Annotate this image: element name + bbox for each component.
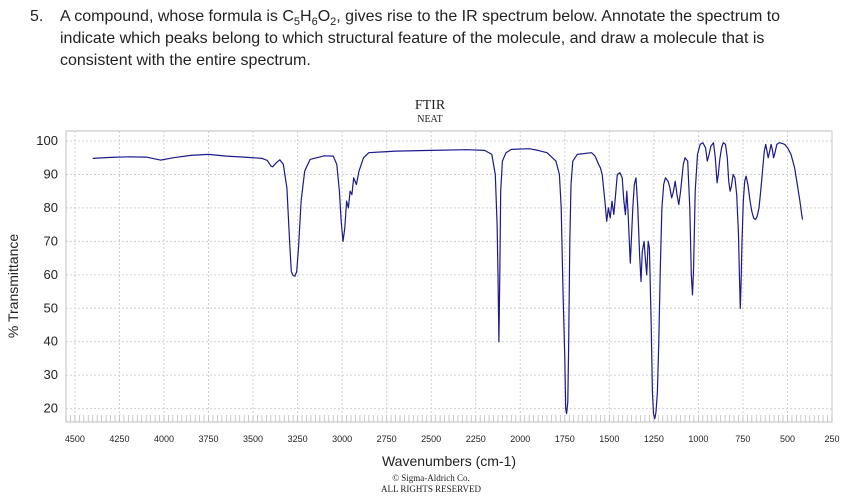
y-tick-label: 60 bbox=[44, 267, 58, 282]
y-tick-label: 40 bbox=[44, 334, 58, 349]
x-tick-label: 3750 bbox=[198, 434, 218, 444]
copyright-line-1: © Sigma-Aldrich Co. bbox=[392, 473, 470, 483]
x-tick-label: 1250 bbox=[644, 434, 664, 444]
question-text: A compound, whose formula is C5H6O2, giv… bbox=[60, 6, 830, 72]
formula-subscript: 5 bbox=[293, 16, 301, 29]
question-text-part: O bbox=[317, 8, 331, 25]
chart-subtitle: NEAT bbox=[417, 114, 443, 125]
spectrum-line bbox=[92, 142, 804, 420]
grid-lines bbox=[66, 131, 833, 422]
x-tick-label: 1750 bbox=[555, 434, 575, 444]
question-number: 5. bbox=[30, 8, 44, 25]
y-tick-label: 70 bbox=[44, 233, 58, 248]
x-tick-labels: 4500 4250 4000 3750 3500 3250 3000 2750 2500 2250… bbox=[65, 434, 840, 444]
plot-area bbox=[65, 130, 833, 423]
x-tick-label: 750 bbox=[735, 434, 750, 444]
x-tick-label: 2500 bbox=[421, 434, 441, 444]
x-tick-label: 3250 bbox=[288, 434, 308, 444]
y-tick-label: 20 bbox=[44, 401, 58, 416]
formula-subscript: 6 bbox=[311, 16, 318, 29]
x-tick-label: 2250 bbox=[466, 434, 486, 444]
question-block: 5. A compound, whose formula is C5H6O2, … bbox=[30, 6, 830, 72]
x-axis-label: Wavenumbers (cm-1) bbox=[382, 453, 516, 469]
y-axis-label: % Transmittance bbox=[5, 234, 21, 338]
chart-title: FTIR bbox=[415, 98, 446, 113]
formula-subscript: 2 bbox=[330, 16, 337, 29]
x-tick-label: 4250 bbox=[109, 434, 129, 444]
x-tick-label: 4000 bbox=[154, 434, 174, 444]
x-tick-label: 2750 bbox=[377, 434, 397, 444]
x-tick-label: 500 bbox=[780, 434, 795, 444]
x-tick-label: 250 bbox=[824, 434, 839, 444]
x-tick-label: 3000 bbox=[332, 434, 352, 444]
x-tick-label: 1500 bbox=[599, 434, 619, 444]
x-tick-label: 1000 bbox=[688, 434, 708, 444]
x-tick-label: 2000 bbox=[510, 434, 530, 444]
y-tick-label: 50 bbox=[44, 300, 58, 315]
y-tick-label: 100 bbox=[36, 133, 58, 148]
x-tick-label: 4500 bbox=[65, 434, 85, 444]
copyright-line-2: ALL RIGHTS RESERVED bbox=[381, 484, 481, 494]
y-tick-label: 30 bbox=[44, 367, 58, 382]
question-text-part: A compound, whose formula is C bbox=[60, 8, 294, 25]
y-tick-label: 90 bbox=[44, 166, 58, 181]
y-tick-label: 80 bbox=[44, 200, 58, 215]
question-text-part: , gives rise to the IR spectrum below. A… bbox=[60, 8, 781, 69]
y-tick-labels: 20 30 40 50 60 70 80 90 100 bbox=[36, 133, 58, 416]
question-text-part: H bbox=[300, 8, 312, 25]
x-tick-label: 3500 bbox=[243, 434, 263, 444]
minor-ticks bbox=[65, 415, 833, 422]
